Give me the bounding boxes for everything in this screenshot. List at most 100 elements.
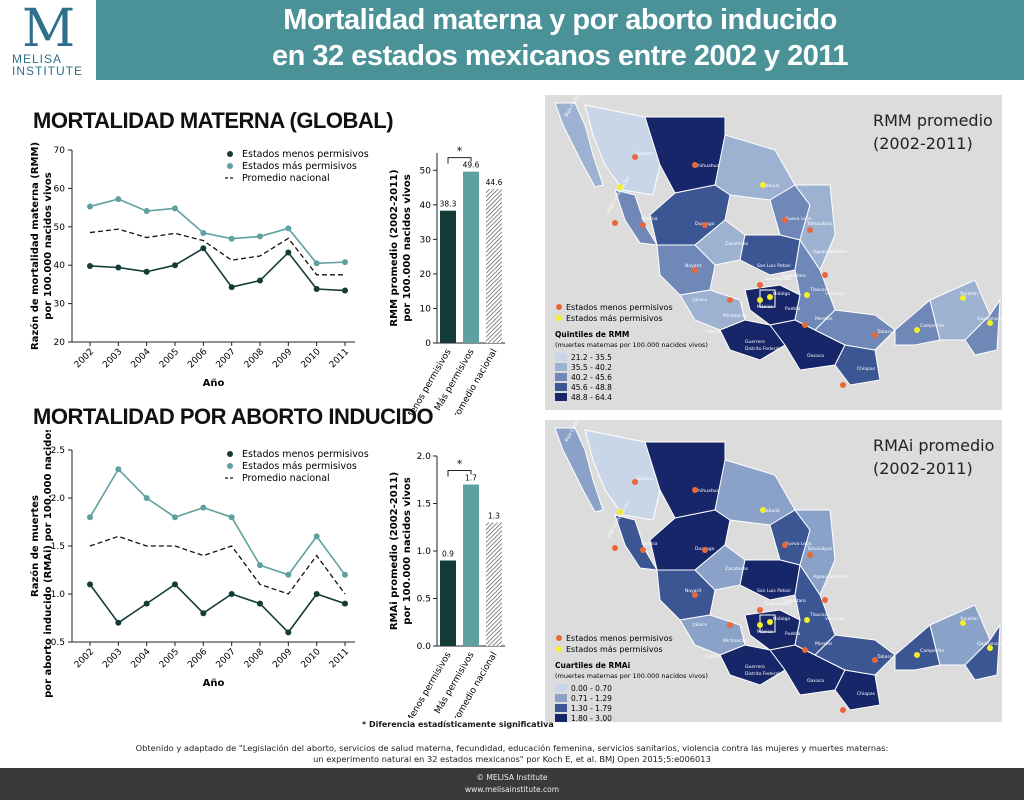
less-permissive-dot <box>632 154 638 160</box>
data-point <box>200 504 207 511</box>
less-permissive-dot <box>702 222 708 228</box>
state-label: Puebla <box>785 306 800 312</box>
state-shape <box>554 102 604 188</box>
less-permissive-dot <box>757 282 763 288</box>
y-tick-label: 1.5 <box>417 500 431 510</box>
significance-mark: * <box>457 458 463 471</box>
bar <box>486 188 502 343</box>
more-permissive-dot <box>914 652 920 658</box>
bar <box>463 484 479 646</box>
state-label: Veracruz <box>825 616 845 622</box>
more-permissive-dot <box>804 292 810 298</box>
state-label: Aguascalientes <box>813 574 848 580</box>
x-tick-label: 2002 <box>73 647 96 670</box>
state-label: Guerrero <box>745 339 765 345</box>
page-title-line1: Mortalidad materna y por aborto inducido <box>283 4 837 36</box>
legend-more-label: Estados más permisivos <box>566 645 663 654</box>
series-line <box>89 228 345 276</box>
map-title-line2: (2002-2011) <box>873 134 973 153</box>
bar-value-label: 44.6 <box>486 178 503 187</box>
data-point <box>313 591 320 597</box>
x-tick-label: 2005 <box>158 347 181 370</box>
x-tick-label: 2002 <box>73 347 96 370</box>
scale-label: 21.2 - 35.5 <box>571 353 612 362</box>
legend-less-label: Estados menos permisivos <box>566 303 673 312</box>
state-label: Zacatecas <box>725 241 749 247</box>
less-permissive-dot <box>822 272 828 278</box>
x-tick-label: 2008 <box>243 347 266 370</box>
less-permissive-dot <box>632 479 638 485</box>
y-tick-label: 50 <box>420 166 432 176</box>
state-label: Coahuila <box>760 183 780 189</box>
legend-label: Estados más permisivos <box>242 461 357 472</box>
y-axis-title: Razón de mortalidad materna (RMM) <box>29 142 41 350</box>
legend-label: Promedio nacional <box>242 473 330 484</box>
scale-label: 1.30 - 1.79 <box>571 704 612 713</box>
logo-line1: MELISA <box>12 52 63 66</box>
bar <box>463 171 479 343</box>
x-tick-label: 2007 <box>215 347 238 370</box>
x-tick-label: 2010 <box>300 347 323 370</box>
state-label: Tlaxcala <box>809 287 829 293</box>
data-point <box>228 284 235 291</box>
scale-swatch <box>555 353 567 361</box>
data-point <box>143 208 150 215</box>
x-axis-title: Año <box>203 678 225 689</box>
less-permissive-dot <box>840 382 846 388</box>
more-permissive-dot <box>757 297 763 303</box>
state-label: Jalisco <box>692 622 707 628</box>
more-permissive-dot <box>617 184 623 190</box>
state-label: Tabasco <box>876 654 895 660</box>
state-label: Chiapas <box>857 691 876 697</box>
bar-value-label: 38.3 <box>440 200 457 209</box>
data-point <box>200 229 207 236</box>
page-title-line2: en 32 estados mexicanos entre 2002 y 201… <box>272 40 848 72</box>
y-axis-title-line2: por 100.000 nacidos vivos <box>43 172 54 319</box>
more-permissive-dot <box>914 327 920 333</box>
state-label: Tlaxcala <box>809 612 829 618</box>
legend-more-dot <box>556 315 562 321</box>
state-label: Colima <box>705 329 721 335</box>
less-permissive-dot <box>840 707 846 713</box>
abortion-section-title: MORTALIDAD POR ABORTO INDUCIDO <box>33 404 434 429</box>
state-label: Michoacán <box>723 312 747 319</box>
data-point <box>228 235 235 242</box>
y-axis-title: Razón de muertes <box>29 495 41 597</box>
data-point <box>87 514 93 521</box>
state-label: Sonora <box>637 151 653 157</box>
y-tick-label: 10 <box>420 304 432 314</box>
state-label: Coahuila <box>760 508 780 514</box>
bar <box>486 522 502 646</box>
state-label: Yucatán <box>959 615 978 622</box>
data-point <box>313 286 320 293</box>
bar <box>440 560 456 646</box>
data-point <box>257 233 263 240</box>
data-point <box>200 610 207 617</box>
less-permissive-dot <box>727 622 733 628</box>
data-point <box>143 600 150 607</box>
bar-value-label: 49.6 <box>463 161 480 170</box>
rmm-line-chart: 20 30 40 50 60 70 2002 2003 2004 2005 2006 2007 2008… <box>29 142 369 389</box>
state-shape <box>834 669 881 711</box>
state-shape <box>714 134 796 201</box>
data-point <box>115 466 122 473</box>
less-permissive-dot <box>612 220 618 226</box>
state-label: Yucatán <box>959 290 978 297</box>
more-permissive-dot <box>987 320 993 326</box>
significance-bracket <box>447 470 472 477</box>
data-point <box>228 514 235 521</box>
data-point <box>342 600 348 607</box>
legend-label: Estados más permisivos <box>242 161 357 172</box>
legend-less-dot <box>556 304 562 310</box>
y-tick-label: 50 <box>54 223 66 233</box>
y-tick-label: 1.0 <box>51 590 66 600</box>
website-link[interactable]: www.melisainstitute.com <box>464 785 560 794</box>
state-label: Jalisco <box>692 297 707 303</box>
bar <box>440 210 456 343</box>
scale-swatch <box>555 694 567 702</box>
x-tick-label: 2008 <box>243 647 266 670</box>
state-label: Distrito Federal <box>745 671 779 677</box>
legend-marker <box>227 463 233 469</box>
